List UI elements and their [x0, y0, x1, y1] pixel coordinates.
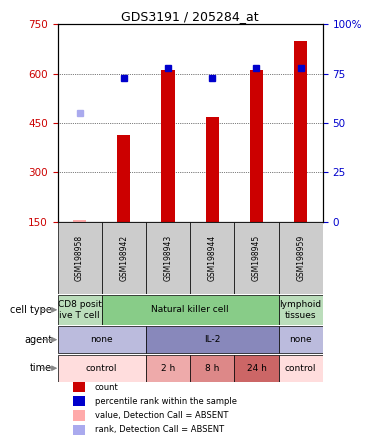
Text: lymphoid
tissues: lymphoid tissues	[280, 300, 322, 320]
Bar	[58, 222, 102, 294]
Bar	[190, 222, 234, 294]
Text: GSM198944: GSM198944	[208, 235, 217, 281]
Text: percentile rank within the sample: percentile rank within the sample	[95, 397, 237, 406]
Bar	[117, 135, 131, 222]
Bar	[73, 396, 85, 406]
Text: CD8 posit
ive T cell: CD8 posit ive T cell	[58, 300, 102, 320]
Bar	[279, 222, 323, 294]
Bar	[206, 117, 219, 222]
Text: count: count	[95, 383, 118, 392]
Text: control: control	[285, 364, 316, 373]
Bar	[294, 41, 307, 222]
Bar	[102, 222, 146, 294]
Text: value, Detection Call = ABSENT: value, Detection Call = ABSENT	[95, 411, 228, 420]
Bar	[279, 326, 323, 353]
Text: agent: agent	[24, 335, 52, 345]
Text: GSM198958: GSM198958	[75, 235, 84, 281]
Bar	[73, 425, 85, 435]
Bar	[250, 71, 263, 222]
Bar	[102, 295, 279, 325]
Bar	[279, 295, 323, 325]
Text: time: time	[30, 363, 52, 373]
Text: cell type: cell type	[10, 305, 52, 315]
Text: GSM198945: GSM198945	[252, 235, 261, 281]
Bar	[234, 222, 279, 294]
Text: rank, Detection Call = ABSENT: rank, Detection Call = ABSENT	[95, 425, 224, 434]
Text: IL-2: IL-2	[204, 335, 220, 344]
Bar	[73, 220, 86, 222]
Text: 24 h: 24 h	[246, 364, 266, 373]
Text: none: none	[91, 335, 113, 344]
Text: control: control	[86, 364, 118, 373]
Bar	[234, 354, 279, 382]
Bar	[73, 382, 85, 392]
Bar	[146, 354, 190, 382]
Text: GSM198959: GSM198959	[296, 235, 305, 281]
Title: GDS3191 / 205284_at: GDS3191 / 205284_at	[121, 10, 259, 23]
Text: GSM198942: GSM198942	[119, 235, 128, 281]
Text: 2 h: 2 h	[161, 364, 175, 373]
Text: GSM198943: GSM198943	[164, 235, 173, 281]
Bar	[190, 354, 234, 382]
Text: none: none	[289, 335, 312, 344]
Text: 8 h: 8 h	[205, 364, 219, 373]
Bar	[58, 326, 146, 353]
Bar	[161, 70, 175, 222]
Bar	[58, 354, 146, 382]
Bar	[146, 326, 279, 353]
Bar	[279, 354, 323, 382]
Bar	[146, 222, 190, 294]
Text: Natural killer cell: Natural killer cell	[151, 305, 229, 314]
Bar	[73, 410, 85, 421]
Bar	[58, 295, 102, 325]
